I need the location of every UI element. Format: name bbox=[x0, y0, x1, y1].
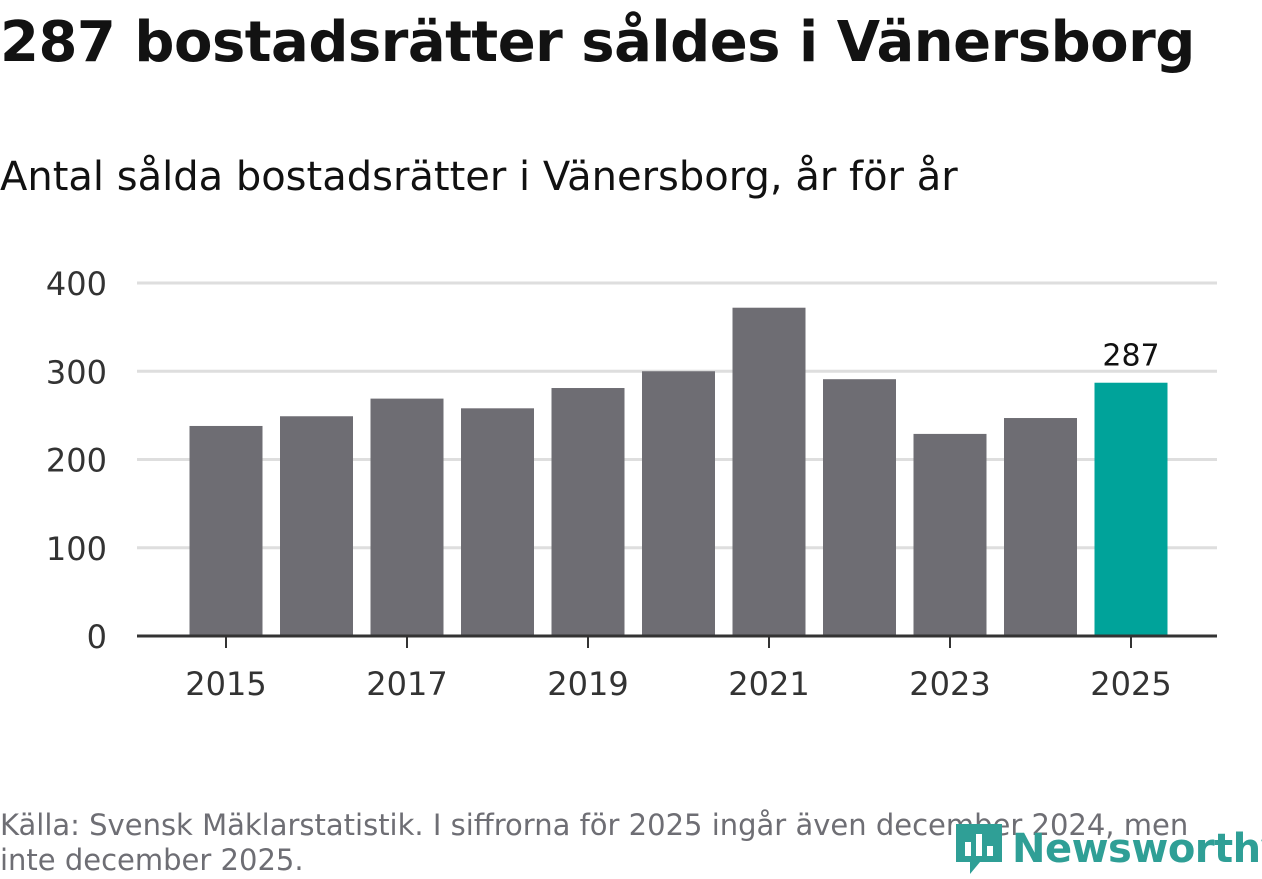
y-tick-label: 0 bbox=[87, 618, 107, 656]
bar bbox=[189, 425, 263, 636]
bar bbox=[370, 398, 444, 636]
bar bbox=[732, 307, 806, 636]
newsworthy-logo: Newsworthy bbox=[952, 820, 1262, 878]
data-label: 287 bbox=[1102, 339, 1159, 374]
x-tick-label: 2017 bbox=[366, 665, 447, 703]
chart-subtitle: Antal sålda bostadsrätter i Vänersborg, … bbox=[0, 154, 958, 200]
chart-title: 287 bostadsrätter såldes i Vänersborg bbox=[0, 10, 1195, 75]
y-tick-label: 300 bbox=[46, 353, 107, 391]
x-tick-label: 2019 bbox=[547, 665, 628, 703]
y-tick-label: 100 bbox=[46, 530, 107, 568]
bar-chart: 0 100 200 300 400 2015 2017 2019 2021 2023 2025 287 bbox=[46, 265, 1217, 703]
bar bbox=[823, 379, 896, 636]
y-tick-label: 400 bbox=[46, 265, 107, 303]
bar bbox=[551, 388, 625, 636]
x-tick-label: 2023 bbox=[909, 665, 990, 703]
bar-highlight bbox=[1094, 382, 1168, 636]
newsworthy-logo-text: Newsworthy bbox=[1012, 826, 1262, 872]
y-tick-label: 200 bbox=[46, 442, 107, 480]
bar bbox=[280, 416, 353, 636]
bar bbox=[913, 433, 987, 636]
newsworthy-logo-icon bbox=[956, 824, 1002, 874]
x-tick-label: 2025 bbox=[1090, 665, 1171, 703]
bar bbox=[642, 371, 715, 636]
x-tick-label: 2015 bbox=[185, 665, 266, 703]
bar bbox=[461, 408, 534, 636]
x-tick-label: 2021 bbox=[728, 665, 809, 703]
bar bbox=[1004, 418, 1077, 636]
